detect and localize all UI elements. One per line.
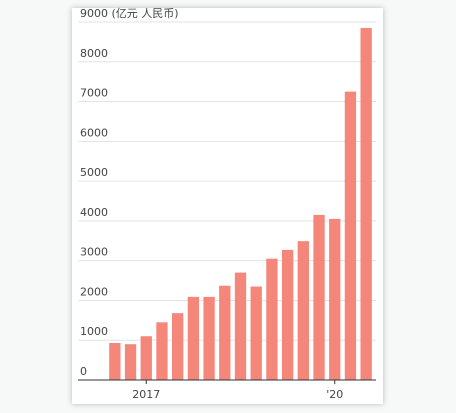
bar — [297, 241, 309, 380]
bar — [124, 344, 137, 380]
bar — [187, 296, 200, 380]
bar — [344, 91, 357, 380]
bar — [156, 322, 168, 380]
x-tick-label: 2017 — [132, 388, 160, 401]
y-tick-label: 1000 — [80, 325, 108, 338]
y-tick-label: 8000 — [80, 47, 108, 60]
y-tick-label: 6000 — [80, 126, 108, 139]
y-tick-label: 3000 — [80, 246, 108, 259]
y-tick-label: 4000 — [80, 206, 108, 219]
bar — [234, 272, 247, 380]
y-tick-label: 2000 — [80, 285, 108, 298]
bar — [266, 258, 278, 380]
bar — [360, 27, 372, 380]
y-tick-label: 0 — [80, 365, 87, 378]
bar — [219, 285, 231, 380]
bar — [250, 286, 262, 380]
bar — [329, 218, 341, 380]
bar — [109, 343, 121, 380]
x-tick-label: '20 — [326, 388, 343, 401]
bar — [172, 313, 184, 380]
y-tick-label: 5000 — [80, 166, 108, 179]
y-tick-label: 9000 (亿元 人民币) — [80, 7, 179, 20]
bar — [203, 296, 215, 380]
bar — [281, 249, 294, 380]
bar — [140, 336, 152, 380]
bar — [313, 214, 325, 380]
y-tick-label: 7000 — [80, 87, 108, 100]
